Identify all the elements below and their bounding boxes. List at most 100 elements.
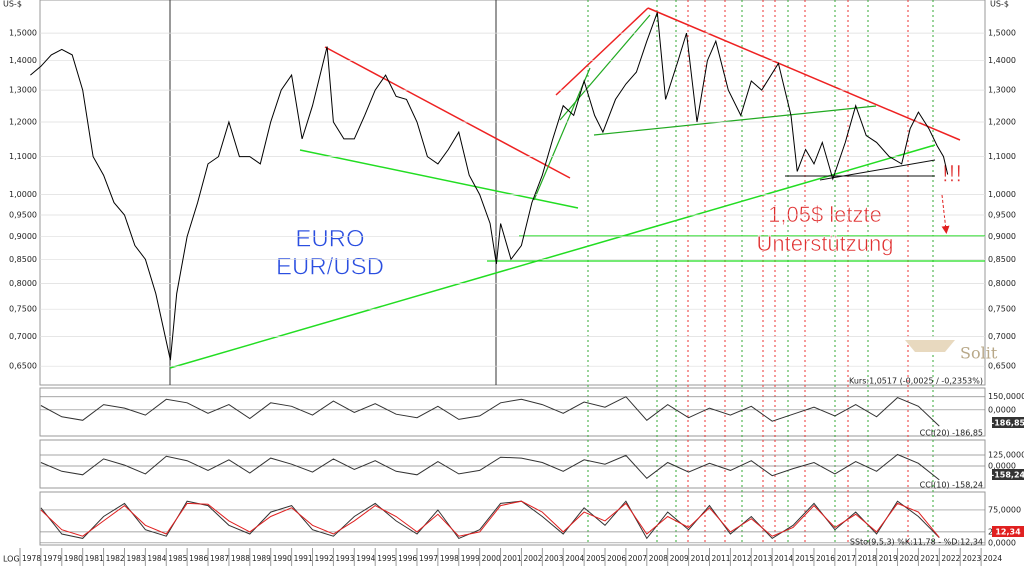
y-tick-label: 0,6500 xyxy=(9,362,37,371)
x-tick-label: 2004 xyxy=(565,554,584,563)
x-tick-label: 1986 xyxy=(189,554,208,563)
cycle-markers xyxy=(587,0,934,545)
y-tick-label: 0,0000 xyxy=(988,461,1016,470)
annotation: Unterstützung xyxy=(757,231,894,256)
y-unit-right: US-$ xyxy=(990,0,1009,9)
price-info: Kurs:1,0517 (-0,0025 / -0,2353%) xyxy=(849,377,983,386)
cci20-frame xyxy=(39,387,986,437)
x-tick-label: 1997 xyxy=(419,554,438,563)
x-tick-label: 2011 xyxy=(711,554,730,563)
x-tick-label: 2005 xyxy=(586,554,605,563)
y-tick-label: 1,3000 xyxy=(988,86,1016,95)
y-tick-label: 0,7000 xyxy=(9,332,37,341)
annotation: !!! xyxy=(942,160,962,187)
x-tick-label: 2012 xyxy=(732,554,751,563)
x-tick-label: 2018 xyxy=(858,554,877,563)
y-tick-label: 0,7500 xyxy=(9,305,37,314)
indicator-title: CCI(10) -158,24 xyxy=(920,481,983,490)
main-frame xyxy=(39,0,986,386)
y-tick-label: 0,7000 xyxy=(988,332,1016,341)
y-tick-label: 1,2000 xyxy=(9,117,37,126)
data-line xyxy=(30,12,949,361)
x-tick-label: 2003 xyxy=(544,554,563,563)
y-tick-label: 0,8000 xyxy=(988,279,1016,288)
x-tick-label: 1983 xyxy=(126,554,145,563)
y-tick-label: 1,1000 xyxy=(988,152,1016,161)
data-line xyxy=(40,453,940,481)
y-tick-label: 150,0000 xyxy=(988,392,1024,401)
badge: 12,34 xyxy=(995,528,1021,537)
x-tick-label: 1980 xyxy=(64,554,83,563)
y-tick-label: 0,9000 xyxy=(988,232,1016,241)
x-tick-label: 2024 xyxy=(983,554,1002,563)
y-tick-label: 125,0000 xyxy=(988,450,1024,459)
x-tick-label: 1984 xyxy=(147,554,166,563)
y-tick-label: 0,8500 xyxy=(988,255,1016,264)
x-tick-label: 2000 xyxy=(482,554,501,563)
x-tick-label: 1978 xyxy=(22,554,41,563)
x-tick-label: 1998 xyxy=(440,554,459,563)
scale-label: LOG xyxy=(3,555,20,564)
x-tick-label: 1996 xyxy=(398,554,417,563)
x-tick-label: 2014 xyxy=(774,554,793,563)
y-tick-label: 1,1000 xyxy=(9,152,37,161)
annotation: 1,05$ letzte xyxy=(768,202,882,227)
y-tick-label: 1,3000 xyxy=(9,86,37,95)
x-tick-label: 2010 xyxy=(691,554,710,563)
y-tick-label: 1,5000 xyxy=(9,29,37,38)
x-tick-label: 2008 xyxy=(649,554,668,563)
y-tick-label: 0,9500 xyxy=(988,211,1016,220)
y-tick-label: 0,8000 xyxy=(9,279,37,288)
y-tick-label: 1,4000 xyxy=(988,56,1016,65)
badge: -158,24 xyxy=(991,471,1024,480)
x-tick-label: 2020 xyxy=(900,554,919,563)
y-tick-label: 0,8500 xyxy=(9,255,37,264)
x-tick-label: 1987 xyxy=(210,554,229,563)
y-tick-label: 0,6500 xyxy=(988,362,1016,371)
badge-box xyxy=(992,469,1024,480)
x-tick-label: 1992 xyxy=(315,554,334,563)
y-tick-label: 0,9500 xyxy=(9,211,37,220)
data-line xyxy=(40,500,940,540)
data-line xyxy=(40,500,940,538)
indicator-title: SSto(9,5,3) %K:11,78 - %D:12,34 xyxy=(850,538,983,547)
x-tick-label: 1988 xyxy=(231,554,250,563)
watermark: Solit xyxy=(960,344,998,363)
x-tick-label: 2009 xyxy=(670,554,689,563)
y-tick-label: 0,7500 xyxy=(988,305,1016,314)
cci10-frame xyxy=(39,439,986,489)
data-line xyxy=(40,396,940,427)
x-tick-label: 2001 xyxy=(503,554,522,563)
x-tick-label: 2013 xyxy=(753,554,772,563)
x-tick-label: 2007 xyxy=(628,554,647,563)
x-tick-label: 2017 xyxy=(837,554,856,563)
x-tick-label: 2015 xyxy=(795,554,814,563)
y-tick-label: 0,0000 xyxy=(988,405,1016,414)
x-tick-label: 1981 xyxy=(85,554,104,563)
x-tick-label: 1990 xyxy=(273,554,292,563)
badge-box xyxy=(992,417,1024,428)
stoch-frame xyxy=(39,491,986,546)
annotation: EURO xyxy=(295,225,364,252)
x-tick-label: 2022 xyxy=(941,554,960,563)
x-tick-label: 1982 xyxy=(106,554,125,563)
x-tick-label: 1989 xyxy=(252,554,271,563)
y-tick-label: 1,0000 xyxy=(988,190,1016,199)
x-tick-label: 2006 xyxy=(607,554,626,563)
x-tick-label: 1979 xyxy=(43,554,62,563)
x-tick-label: 1991 xyxy=(294,554,313,563)
y-tick-label: 75,0000 xyxy=(988,505,1021,514)
y-tick-label: 0,9000 xyxy=(9,232,37,241)
badge: -186,85 xyxy=(991,419,1024,428)
indicator-title: CCI(20) -186,85 xyxy=(920,429,983,438)
x-tick-label: 1994 xyxy=(356,554,375,563)
x-tick-label: 2002 xyxy=(523,554,542,563)
x-tick-label: 2019 xyxy=(879,554,898,563)
y-tick-label: 1,4000 xyxy=(9,56,37,65)
annotation: EUR/USD xyxy=(276,253,384,280)
trend-lines xyxy=(169,0,985,545)
x-tick-label: 1999 xyxy=(461,554,480,563)
x-tick-label: 1993 xyxy=(335,554,354,563)
